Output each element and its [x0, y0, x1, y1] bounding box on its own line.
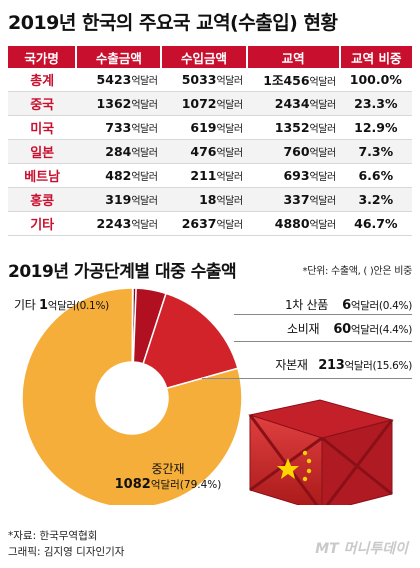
export-cell: 5423억달러 [76, 68, 162, 92]
table-row: 일본 284억달러 476억달러 760억달러 7.3% [8, 139, 412, 164]
col-share-header: 교역 비중 [339, 46, 412, 68]
crate-illustration [248, 399, 394, 505]
table-row: 홍콩 319억달러 18억달러 337억달러 3.2% [8, 187, 412, 212]
table-row: 미국 733억달러 619억달러 1352억달러 12.9% [8, 115, 412, 140]
pie-chart [21, 287, 394, 505]
import-cell: 1072억달러 [161, 91, 247, 116]
share-cell: 3.2% [339, 187, 412, 212]
table-row: 기타 2243억달러 2637억달러 4880억달러 46.7% [8, 211, 412, 236]
label-rule [202, 378, 412, 379]
col-country-header: 국가명 [8, 46, 78, 68]
col-export-header: 수출금액 [76, 46, 163, 68]
page-title: 2019년 한국의 주요국 교역(수출입) 현황 [8, 12, 338, 34]
label-primary: 1차 산품 6억달러(0.4%) [284, 298, 412, 313]
trade-cell: 1조456억달러 [246, 68, 340, 92]
export-cell: 482억달러 [76, 163, 162, 188]
import-cell: 476억달러 [161, 139, 247, 164]
label-intermediate-name: 중간재 [151, 462, 185, 476]
unit-note: *단위: 수출액, ( )안은 비중 [302, 266, 413, 277]
country-cell: 총계 [8, 68, 77, 92]
trade-cell: 337억달러 [246, 187, 340, 212]
country-cell: 베트남 [8, 163, 77, 188]
import-cell: 18억달러 [161, 187, 247, 212]
table-row: 중국 1362억달러 1072억달러 2434억달러 23.3% [8, 91, 412, 116]
share-cell: 12.9% [339, 115, 412, 140]
trade-cell: 760억달러 [246, 139, 340, 164]
country-cell: 기타 [8, 211, 77, 236]
label-etc: 기타 1억달러(0.1%) [14, 298, 109, 313]
label-capital: 자본재 213억달러(15.6%) [275, 358, 412, 373]
import-cell: 619억달러 [161, 115, 247, 140]
import-cell: 5033억달러 [161, 68, 247, 92]
country-cell: 홍콩 [8, 187, 77, 212]
import-cell: 2637억달러 [161, 211, 247, 236]
label-consumer: 소비재 60억달러(4.4%) [287, 322, 412, 337]
country-cell: 미국 [8, 115, 77, 140]
pie-slice-3 [142, 292, 239, 390]
share-cell: 23.3% [339, 91, 412, 116]
trade-cell: 2434억달러 [246, 91, 340, 116]
col-trade-header: 교역 [246, 46, 341, 68]
share-cell: 100.0% [339, 68, 412, 92]
table-header-row: 국가명 수출금액 수입금액 교역 교역 비중 [8, 46, 412, 68]
export-cell: 733억달러 [76, 115, 162, 140]
share-cell: 7.3% [339, 139, 412, 164]
export-cell: 1362억달러 [76, 91, 162, 116]
export-cell: 319억달러 [76, 187, 162, 212]
trade-cell: 693억달러 [246, 163, 340, 188]
share-cell: 6.6% [339, 163, 412, 188]
export-cell: 284억달러 [76, 139, 162, 164]
source-note: *자료: 한국무역협회 [8, 530, 98, 542]
trade-table: 국가명 수출금액 수입금액 교역 교역 비중 총계 5423억달러 5033억달러 1… [8, 46, 412, 236]
label-rule [234, 341, 412, 342]
publisher-logo: MT 머니투데이 [315, 541, 408, 557]
country-cell: 일본 [8, 139, 77, 164]
label-intermediate: 중간재 1082억달러(79.4%) [78, 460, 258, 492]
chart-title: 2019년 가공단계별 대중 수출액 [8, 262, 237, 282]
share-cell: 46.7% [339, 211, 412, 236]
trade-cell: 1352억달러 [246, 115, 340, 140]
col-import-header: 수입금액 [161, 46, 248, 68]
table-row: 총계 5423억달러 5033억달러 1조456억달러 100.0% [8, 68, 412, 92]
credit-note: 그래픽: 김지영 디자인기자 [8, 546, 125, 558]
label-rule [234, 314, 412, 315]
import-cell: 211억달러 [161, 163, 247, 188]
pie-slice-4 [21, 287, 243, 505]
table-row: 베트남 482억달러 211억달러 693억달러 6.6% [8, 163, 412, 188]
country-cell: 중국 [8, 91, 77, 116]
trade-cell: 4880억달러 [246, 211, 340, 236]
export-cell: 2243억달러 [76, 211, 162, 236]
